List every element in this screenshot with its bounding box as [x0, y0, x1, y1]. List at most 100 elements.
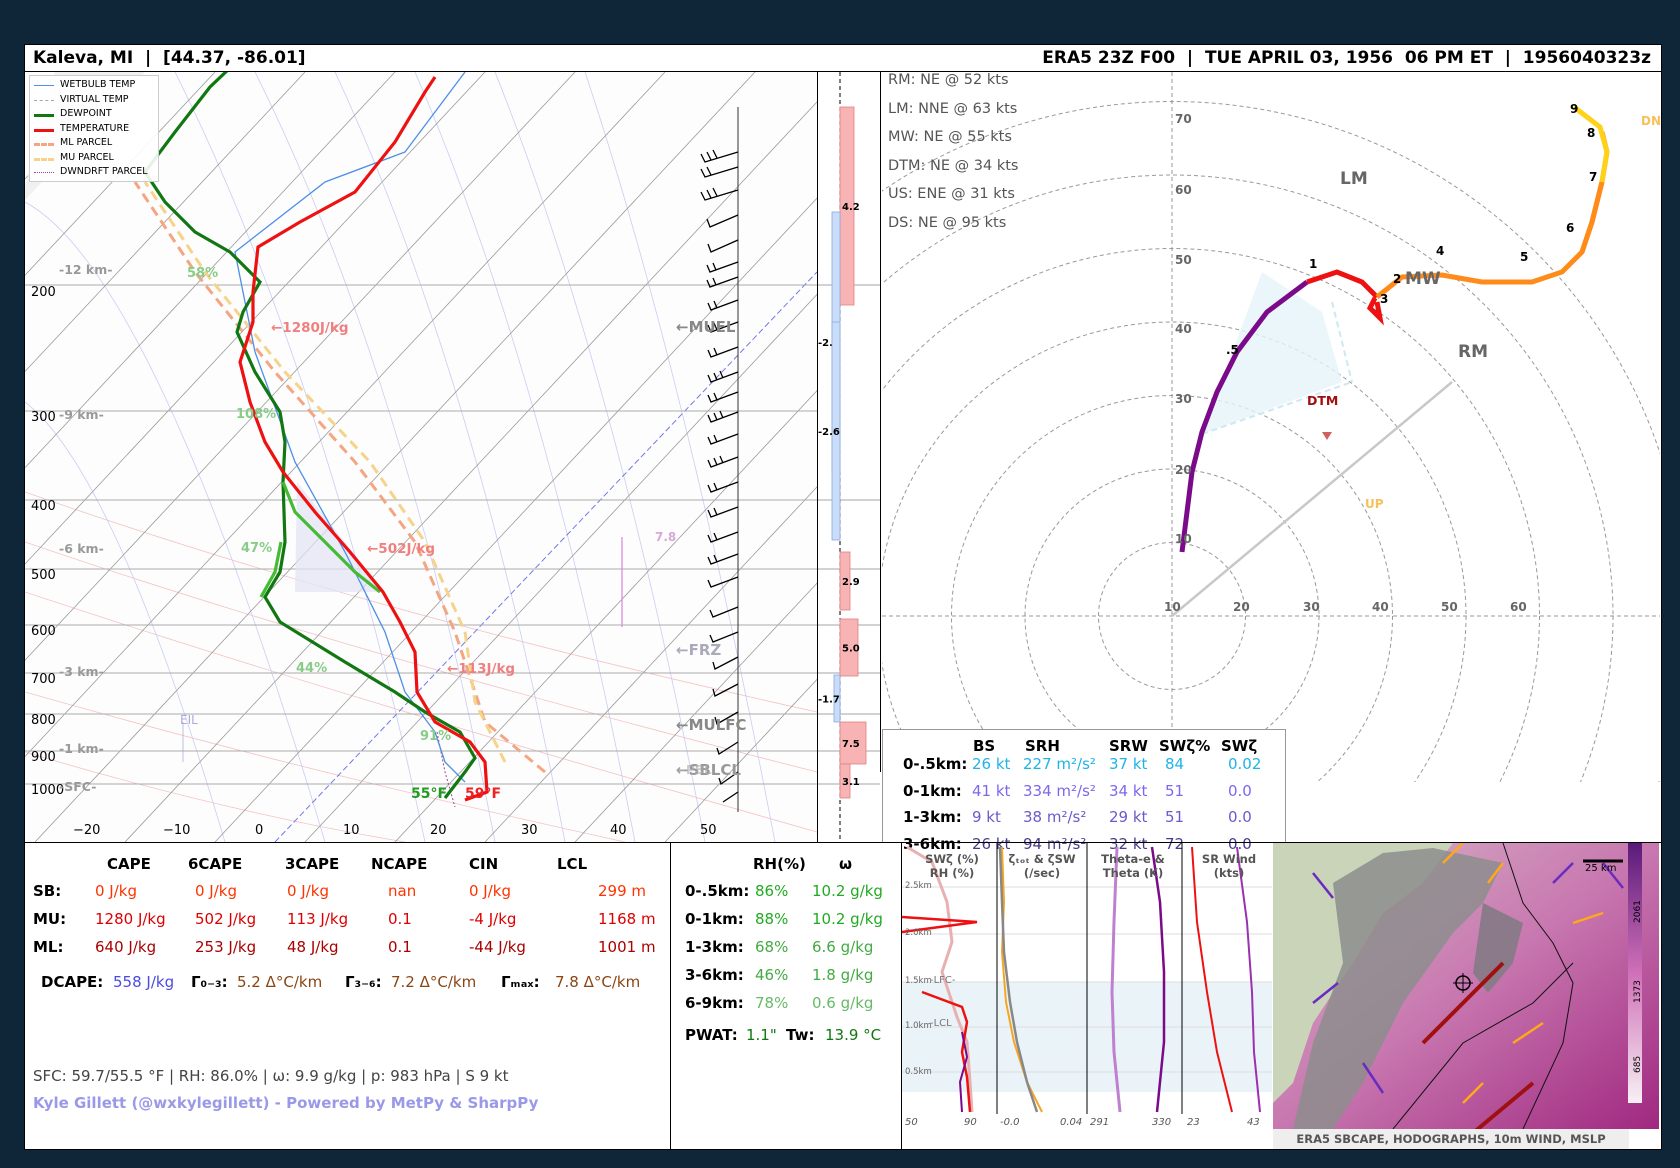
dn-marker: DN: [1641, 114, 1662, 128]
legend-label: MU PARCEL: [60, 151, 114, 163]
thermo-value: 1001 m: [598, 938, 656, 956]
legend-swatch: [34, 128, 54, 132]
shear-header: BS: [973, 737, 996, 755]
lapse-bar-label: 2.9: [842, 577, 860, 588]
ring-label-y: 70: [1175, 112, 1192, 126]
tw-value: 13.9 °C: [825, 1026, 882, 1044]
legend: WETBULB TEMP VIRTUAL TEMP DEWPOINT TEMPERAT…: [29, 75, 159, 182]
cape-map: ERA5 SBCAPE, HODOGRAPHS, 10m WIND, MSLP 2…: [1273, 843, 1659, 1149]
profile-height-tick: 2.5km: [905, 881, 932, 891]
shear-value: 0.0: [1228, 808, 1252, 826]
up-marker: UP: [1365, 497, 1384, 511]
height-marker: 6: [1566, 221, 1575, 235]
legend-label: WETBULB TEMP: [60, 79, 136, 90]
map-caption: ERA5 SBCAPE, HODOGRAPHS, 10m WIND, MSLP: [1273, 1129, 1629, 1149]
shear-table: BS SRH SRW SWζ% SWζ 0-.5km: 26 kt 227 m²/s² 37 k…: [882, 729, 1286, 853]
legend-entry: MU PARCEL: [34, 152, 158, 166]
legend-entry: DEWPOINT: [34, 108, 158, 122]
lapse-bar: [839, 721, 867, 765]
ring-label-x: 10: [1164, 600, 1181, 614]
shear-header: SRW: [1109, 737, 1148, 755]
pressure-tick: 900: [31, 750, 56, 765]
shear-header: SRH: [1025, 737, 1060, 755]
lapse-bar: [839, 618, 859, 677]
rh-label: 108%: [236, 407, 277, 422]
level-label: ←FRZ: [676, 641, 722, 659]
shear-value: 0.0: [1228, 834, 1252, 853]
level-label: ←PBL: [676, 763, 712, 777]
shear-value: 26 kt: [972, 755, 1011, 773]
height-marker: 3: [1380, 292, 1389, 306]
moist-rh: 68%: [755, 938, 789, 956]
height-marker: .5: [1226, 343, 1239, 357]
moist-layer: 1-3km:: [685, 938, 744, 956]
legend-label: ML PARCEL: [60, 137, 113, 148]
height-marker: 9: [1570, 102, 1579, 116]
profile-axis-min: 50: [905, 1117, 918, 1128]
profile-title: SR Wind (kts): [1201, 852, 1257, 880]
profile-axis-max: 90: [964, 1117, 977, 1128]
shear-value: 0.02: [1228, 755, 1262, 773]
ring-label-y: 20: [1175, 463, 1192, 477]
thermo-value: 0 J/kg: [195, 882, 237, 900]
temp-tick: −20: [73, 823, 101, 838]
pressure-tick: 1000: [31, 783, 65, 798]
profile-lfc: -LFC-: [930, 975, 956, 986]
legend-swatch: [34, 157, 54, 161]
thermo-value: -44 J/kg: [469, 938, 526, 956]
moist-rh: 78%: [755, 994, 789, 1012]
profile-height-tick: 0.5km: [905, 1067, 932, 1077]
profile-height-tick: 2.0km: [905, 928, 932, 938]
storm-motion: MW: NE @ 55 kts: [888, 129, 1012, 145]
shear-value: 37 kt: [1109, 755, 1148, 773]
shear-value: 0.0: [1228, 781, 1252, 800]
bars-left-border: [817, 72, 819, 842]
moist-layer: 0-.5km:: [685, 882, 750, 900]
ring-label-x: 50: [1441, 600, 1458, 614]
temp-tick: 20: [430, 823, 447, 838]
rh-label: 47%: [241, 541, 273, 556]
level-label: ←MULFC: [676, 716, 747, 734]
height-marker: 4: [1436, 244, 1445, 258]
ring-label-x: 60: [1510, 600, 1527, 614]
thermo-header: CIN: [469, 855, 499, 873]
temp-tick: 30: [521, 823, 538, 838]
thermo-value: nan: [388, 882, 417, 900]
height-label: -6 km-: [59, 541, 104, 556]
sfc-dewpoint: 55°F: [411, 786, 448, 802]
thermo-table: CAPE 6CAPE 3CAPE NCAPE CIN LCL SB: 0 J/kg 0 J/kg…: [25, 842, 670, 1149]
lapse-bar: [839, 763, 851, 799]
legend-swatch: [34, 172, 54, 173]
lapse-bars: 4.2 -2.6 -2.6 2.9 5.0 -1.7 7.5 3.1: [818, 72, 880, 842]
legend-entry: ML PARCEL: [34, 137, 158, 151]
rh-label: 58%: [187, 266, 219, 281]
legend-entry: WETBULB TEMP: [34, 79, 158, 93]
legend-swatch: [34, 99, 54, 101]
tw-label: Tw:: [786, 1026, 815, 1044]
moist-layer: 6-9km:: [685, 994, 744, 1012]
bottom-divider: [25, 842, 1661, 844]
legend-label: DWNDRFT PARCEL: [60, 166, 148, 177]
moist-rh: 86%: [755, 882, 789, 900]
thermo-row-label: SB:: [33, 882, 62, 900]
legend-entry: TEMPERATURE: [34, 123, 158, 137]
lapse-bar-label: 5.0: [842, 644, 860, 655]
lapse-bar-label: -2.6: [818, 427, 840, 438]
pressure-tick: 400: [31, 499, 56, 514]
hodograph: [882, 72, 1660, 782]
thermo-header: CAPE: [107, 855, 151, 873]
rh-label: 44%: [296, 661, 328, 676]
location-title: Kaleva, MI | [44.37, -86.01]: [33, 48, 306, 68]
storm-motion: DS: NE @ 95 kts: [888, 214, 1007, 231]
lapse-bar: [833, 674, 841, 723]
bars-right-border: [880, 72, 882, 772]
moist-header: ω: [839, 855, 853, 873]
profile-height-tick: 1.0km: [905, 1021, 932, 1031]
g03-label: Γ₀₋₃:: [191, 973, 228, 991]
legend-label: TEMPERATURE: [60, 122, 130, 134]
moist-w: 1.8 g/kg: [812, 966, 874, 984]
temp-tick: −10: [163, 823, 191, 838]
moist-w: 10.2 g/kg: [812, 910, 883, 928]
credit-line: Kyle Gillett (@wxkylegillett) - Powered …: [33, 1094, 539, 1112]
height-label: -SFC-: [59, 779, 97, 794]
